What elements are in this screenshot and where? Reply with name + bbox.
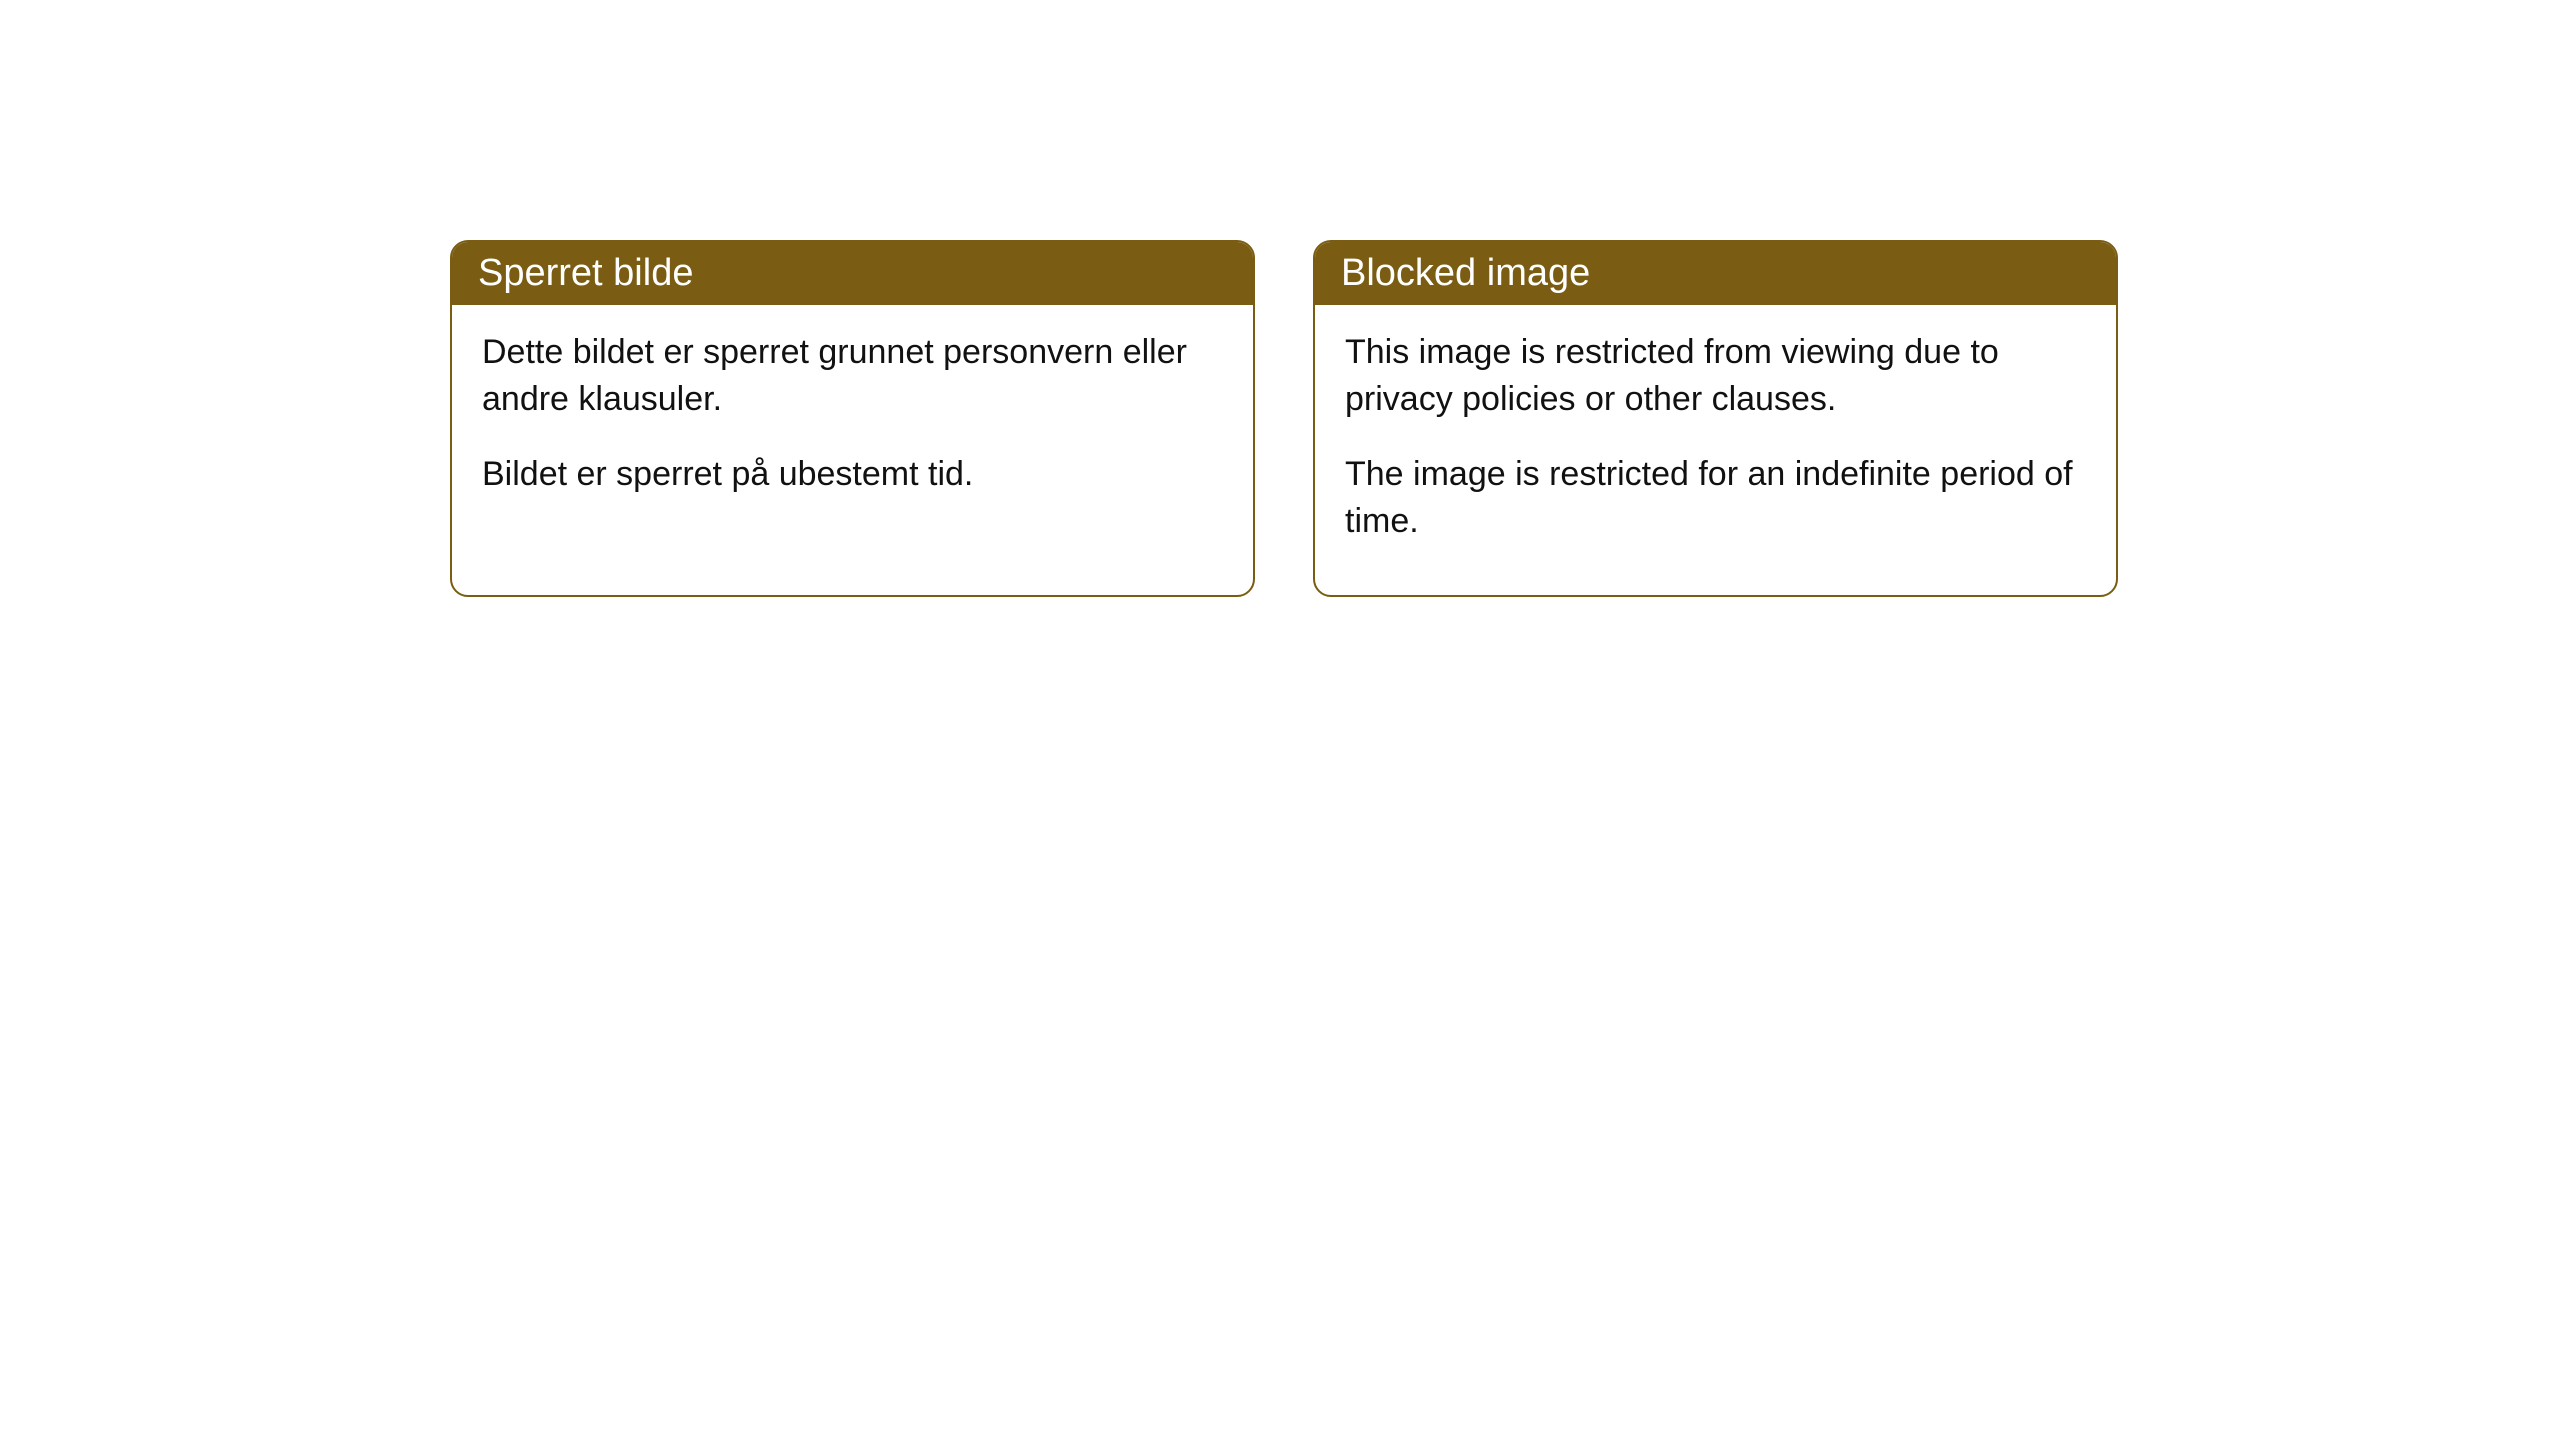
card-paragraph-1-english: This image is restricted from viewing du… [1345,329,2086,423]
card-header-norwegian: Sperret bilde [452,242,1253,305]
card-title-norwegian: Sperret bilde [478,252,693,294]
card-paragraph-2-norwegian: Bildet er sperret på ubestemt tid. [482,451,1223,498]
card-header-english: Blocked image [1315,242,2116,305]
card-body-english: This image is restricted from viewing du… [1315,305,2116,595]
blocked-image-card-norwegian: Sperret bilde Dette bildet er sperret gr… [450,240,1255,597]
card-paragraph-1-norwegian: Dette bildet er sperret grunnet personve… [482,329,1223,423]
cards-container: Sperret bilde Dette bildet er sperret gr… [450,240,2118,597]
card-title-english: Blocked image [1341,252,1590,294]
card-paragraph-2-english: The image is restricted for an indefinit… [1345,451,2086,545]
blocked-image-card-english: Blocked image This image is restricted f… [1313,240,2118,597]
card-body-norwegian: Dette bildet er sperret grunnet personve… [452,305,1253,548]
